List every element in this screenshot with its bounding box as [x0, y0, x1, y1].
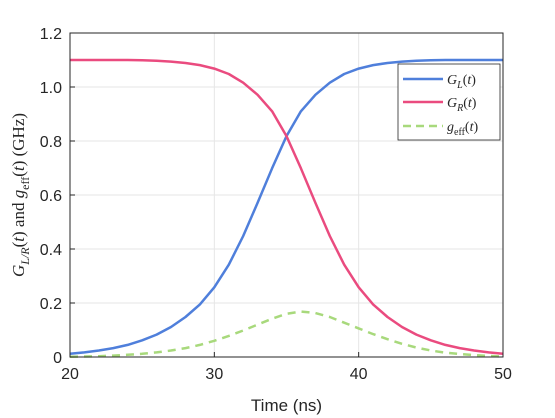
y-tick-label: 0.2: [40, 296, 62, 313]
y-axis-title: GL/R(t) and geff(t) (GHz): [9, 113, 32, 277]
legend-label-gl: GL(t): [447, 73, 476, 91]
legend-label-geff: geff(t): [447, 120, 478, 138]
y-tick-label: 0.8: [40, 134, 62, 151]
x-tick-labels: 20 30 40 50: [61, 366, 512, 383]
legend-entry-gr: GR(t): [403, 96, 477, 114]
y-tick-label: 0: [53, 350, 62, 367]
y-tick-labels: 0 0.2 0.4 0.6 0.8 1.0 1.2: [40, 26, 62, 367]
series-line-gr: [70, 58, 504, 356]
svg-text:GL/R(t) and geff(t) (GHz): GL/R(t) and geff(t) (GHz): [9, 113, 32, 277]
y-tick-label: 0.4: [40, 242, 62, 259]
y-tick-label: 1.2: [40, 26, 62, 43]
x-axis-title: Time (ns): [251, 396, 322, 415]
y-tick-label: 0.6: [40, 188, 62, 205]
series-lines: [69, 58, 504, 358]
legend-entry-geff: geff(t): [403, 120, 478, 138]
x-tick-label: 30: [205, 366, 223, 383]
legend: GL(t) GR(t) geff(t): [397, 63, 501, 141]
x-tick-label: 40: [350, 366, 368, 383]
x-tick-label: 50: [494, 366, 512, 383]
legend-entry-gl: GL(t): [403, 73, 476, 91]
y-tick-label: 1.0: [40, 80, 62, 97]
legend-label-gr: GR(t): [447, 96, 477, 114]
ticks: [69, 32, 504, 358]
x-tick-label: 20: [61, 366, 79, 383]
series-line-geff: [69, 310, 504, 358]
